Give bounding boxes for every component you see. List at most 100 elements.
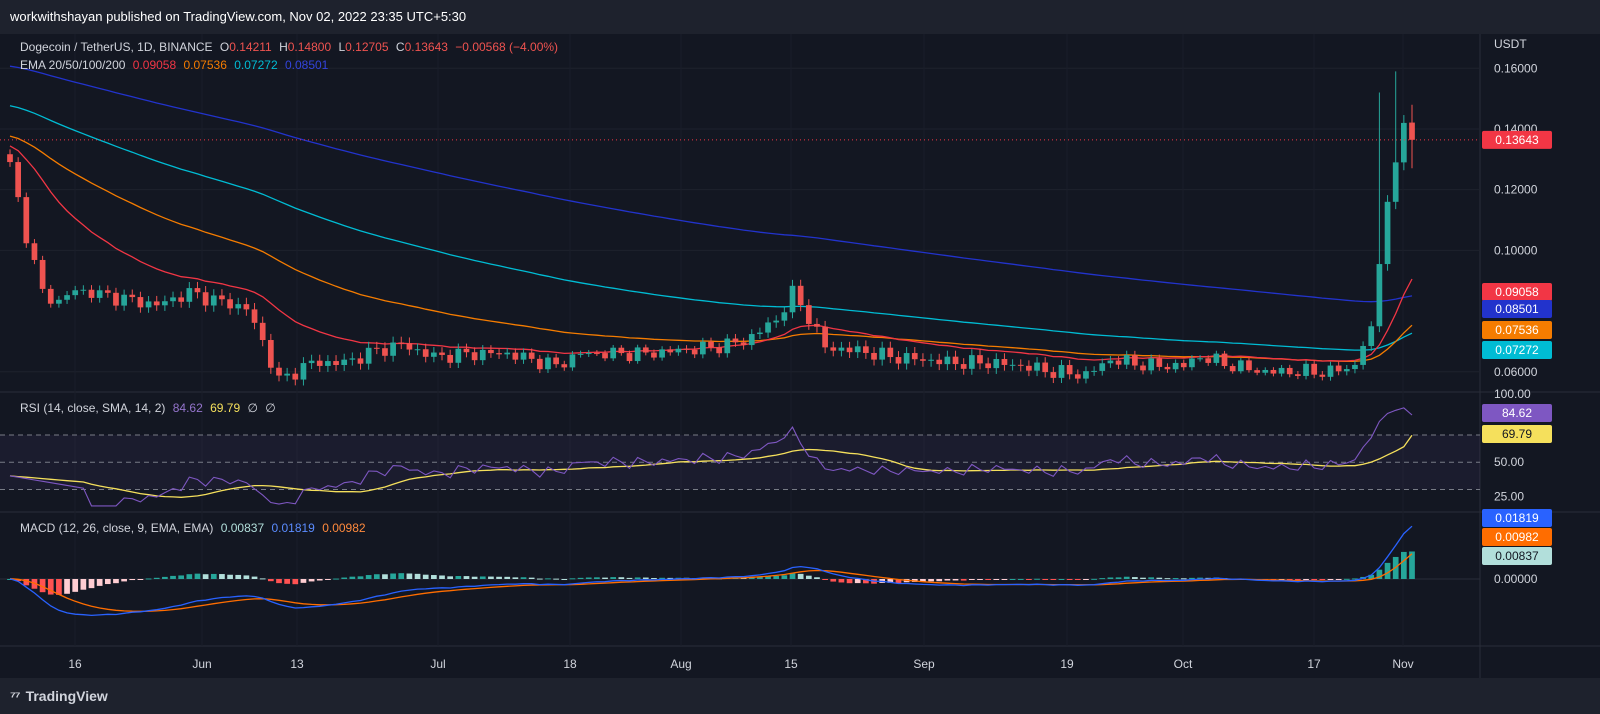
macd-hist-bar (1368, 574, 1375, 579)
candle-body (1074, 374, 1081, 379)
macd-hist-bar (300, 579, 307, 583)
high-label: H (279, 40, 288, 54)
candle-body (1115, 360, 1122, 365)
candle-body (667, 349, 674, 353)
candle-body (227, 299, 233, 309)
open-value: 0.14211 (229, 40, 272, 54)
macd-hist-bar (406, 573, 413, 579)
macd-hist-bar (178, 575, 185, 579)
high-value: 0.14800 (287, 40, 332, 54)
candle-body (341, 359, 348, 365)
candle-body (333, 361, 339, 365)
candle-body (1246, 360, 1252, 371)
candle-body (1352, 364, 1358, 370)
macd-hist-bar (618, 577, 625, 579)
macd-hist-bar (1278, 579, 1285, 580)
candle-body (642, 347, 649, 353)
candle-body (251, 309, 258, 323)
macd-hist-bar (129, 579, 136, 581)
tradingview-logo-icon: ⁷⁷ (10, 688, 21, 704)
price-badge-text-ema50: 0.07536 (1495, 323, 1539, 337)
candle-body (911, 353, 918, 360)
macd-hist-bar (333, 578, 339, 580)
candle-body (1009, 364, 1016, 366)
macd-hist-bar (153, 577, 160, 579)
candle-body (977, 355, 983, 364)
macd-hist-bar (479, 576, 486, 579)
candle-body (1058, 365, 1065, 378)
macd-hist-bar (887, 579, 894, 583)
candle-body (121, 294, 127, 306)
candle-body (1189, 358, 1195, 368)
candle-body (1099, 363, 1106, 371)
macd-hist-bar (1303, 579, 1309, 580)
rsi-tick-label: 25.00 (1494, 489, 1524, 503)
macd-hist-bar (488, 576, 494, 579)
time-tick-label: Nov (1392, 657, 1413, 671)
candle-body (1262, 369, 1269, 373)
price-badge-ema200 (1482, 300, 1552, 318)
macd-hist-bar (72, 579, 79, 592)
macd-hist-bar (1172, 578, 1179, 580)
low-label: L (338, 40, 346, 54)
chart-canvas[interactable]: 0.160000.140000.120000.100000.06000USDT1… (0, 34, 1600, 678)
candle-body (80, 289, 87, 291)
rsi-tick-label: 100.00 (1494, 387, 1531, 401)
rsi-line (9, 407, 1413, 507)
macd-hist-bar (382, 574, 388, 579)
macd-hist-bar (235, 574, 242, 579)
macd-hist-bar (838, 579, 845, 583)
candle-body (1172, 362, 1179, 370)
candle-body (846, 347, 853, 353)
macd-value: 0.01819 (271, 521, 315, 535)
macd-hist-bar (944, 579, 951, 581)
macd-hist-bar (1099, 578, 1106, 580)
macd-hist-bar (259, 578, 266, 580)
candle-body (1254, 370, 1260, 373)
candle-body (325, 361, 331, 366)
macd-hist-bar (594, 577, 600, 579)
candle-body (1327, 365, 1334, 377)
ema20-line (9, 145, 1413, 362)
macd-hist-bar (390, 573, 396, 579)
time-tick-label: Jun (192, 657, 211, 671)
rsi-badge-rsi (1482, 404, 1552, 422)
candle-body (1132, 355, 1138, 366)
footer-bar: ⁷⁷ TradingView (0, 678, 1600, 714)
candle-body (1026, 365, 1032, 371)
candle-body (985, 363, 991, 369)
macd-hist-bar (162, 576, 168, 579)
macd-hist-bar (1140, 577, 1146, 579)
macd-hist-bar (1164, 578, 1171, 580)
macd-hist-bar (56, 579, 62, 595)
macd-hist-bar (7, 579, 13, 580)
macd-hist-bar (863, 579, 869, 584)
macd-hist-bar (365, 575, 372, 579)
rsi-tick-label: 50.00 (1494, 455, 1524, 469)
candle-body (1017, 364, 1024, 366)
price-tick-label: 0.16000 (1494, 61, 1538, 75)
macd-hist-bar (1050, 579, 1057, 580)
macd-hist-bar (357, 576, 364, 579)
macd-hist-bar (1123, 576, 1130, 579)
candle-body (504, 352, 511, 355)
candle-body (863, 346, 869, 353)
tradingview-logo[interactable]: ⁷⁷ TradingView (10, 688, 108, 704)
ema20-value: 0.09058 (132, 58, 177, 72)
macd-hist-bar (15, 579, 22, 582)
macd-hist-bar (243, 575, 250, 579)
publisher-text: workwithshayan published on TradingView.… (10, 9, 467, 24)
macd-hist-bar (651, 578, 657, 580)
macd-hist-bar (805, 575, 812, 579)
macd-hist-bar (210, 573, 217, 579)
price-badge-text-ema200: 0.08501 (1495, 302, 1539, 316)
macd-hist-bar (308, 579, 315, 582)
candle-body (56, 299, 62, 304)
macd-hist-bar (1042, 579, 1049, 580)
macd-hist-bar (895, 579, 902, 584)
rsi-badge-text-rsi_sma: 69.79 (1502, 427, 1532, 441)
candle-body (96, 290, 103, 298)
candle-body (1343, 369, 1350, 372)
candle-body (1140, 365, 1146, 371)
candle-body (64, 295, 70, 300)
